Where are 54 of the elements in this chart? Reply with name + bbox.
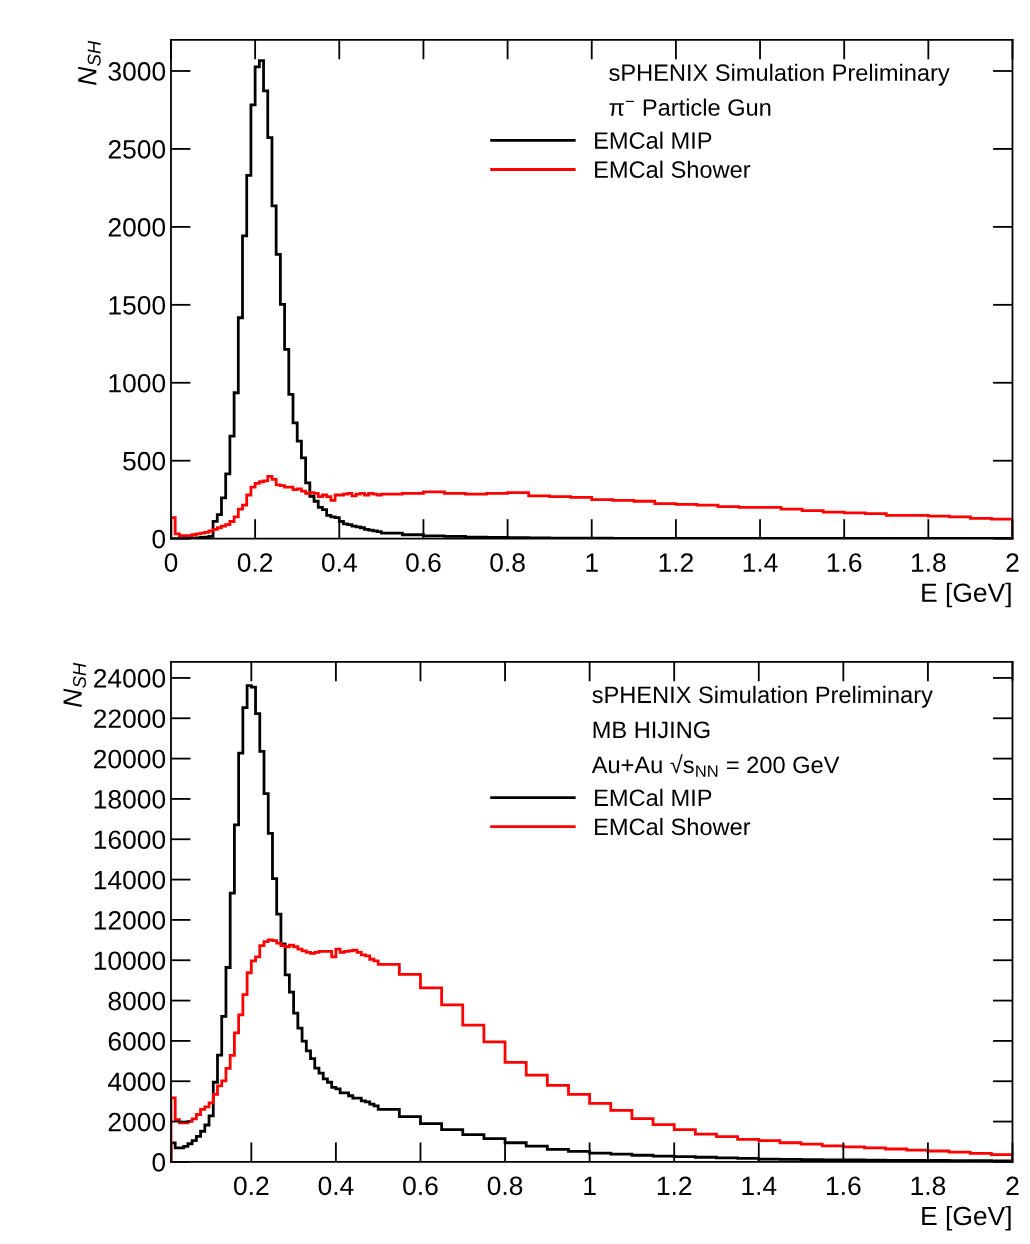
x-tick-label: 1.8 [911, 1176, 946, 1196]
annotation: Au+Au √s$_{NN}$ = 200 GeV [591, 754, 840, 777]
x-axis-title: E [GeV] [922, 582, 1011, 608]
x-tick-label: 1.4 [743, 553, 778, 572]
y-tick-label: 500 [123, 451, 166, 471]
x-tick-label: 0.2 [234, 1176, 269, 1196]
legend-label: EMCal MIP [595, 131, 712, 149]
x-tick-label: 0.4 [321, 553, 357, 572]
y-tick-label: 3000 [108, 62, 166, 81]
y-tick-label: 14000 [94, 870, 166, 890]
annotation: MB HIJING [593, 721, 710, 739]
y-tick-label: 0 [152, 1153, 166, 1172]
y-tick-label: 8000 [108, 991, 166, 1011]
y-axis-title: N$_{SH}$ [63, 662, 87, 707]
y-tick-label: 6000 [108, 1032, 166, 1051]
annotation: sPHENIX Simulation Preliminary [592, 685, 933, 708]
y-tick-label: 2000 [108, 218, 166, 237]
x-tick-label: 1 [586, 553, 598, 572]
y-tick-label: 16000 [94, 830, 166, 850]
x-tick-label: 1.6 [827, 1176, 861, 1196]
x-tick-label: 1.2 [657, 1176, 692, 1195]
y-axis-title: N$_{SH}$ [78, 40, 101, 85]
x-tick-label: 0.6 [406, 553, 441, 572]
y-tick-label: 1000 [109, 373, 166, 393]
x-tick-label: 0.8 [490, 553, 525, 572]
x-tick-label: 0.4 [318, 1176, 354, 1196]
x-tick-label: 1.4 [742, 1176, 777, 1195]
legend-label: EMCal Shower [595, 817, 751, 836]
annotation: sPHENIX Simulation Preliminary [609, 63, 950, 86]
y-tick-label: 20000 [94, 749, 166, 769]
y-tick-label: 4000 [108, 1072, 166, 1092]
annotation: π$^{−}$ Particle Gun [609, 98, 771, 116]
y-tick-label: 10000 [94, 951, 166, 971]
y-tick-label: 12000 [94, 911, 166, 930]
legend-label: EMCal Shower [595, 160, 751, 178]
y-tick-label: 22000 [94, 709, 166, 729]
x-tick-label: 1.8 [912, 553, 946, 572]
x-tick-label: 2 [1006, 1176, 1019, 1195]
legend-label: EMCal MIP [595, 788, 712, 807]
y-tick-label: 18000 [94, 790, 166, 809]
x-axis-title: E [GeV] [922, 1205, 1011, 1231]
x-tick-label: 0.2 [237, 553, 273, 572]
x-tick-label: 1.2 [659, 553, 693, 572]
y-tick-label: 24000 [94, 669, 166, 688]
x-tick-label: 0 [164, 553, 178, 572]
x-tick-label: 1.6 [827, 553, 862, 572]
y-tick-label: 2000 [108, 1112, 166, 1132]
y-tick-label: 1500 [109, 295, 166, 315]
y-tick-label: 2500 [108, 140, 166, 159]
y-tick-label: 0 [152, 529, 166, 549]
x-tick-label: 0.6 [403, 1176, 438, 1196]
x-tick-label: 1 [584, 1176, 596, 1195]
x-tick-label: 2 [1006, 553, 1019, 572]
x-tick-label: 0.8 [487, 1176, 523, 1196]
